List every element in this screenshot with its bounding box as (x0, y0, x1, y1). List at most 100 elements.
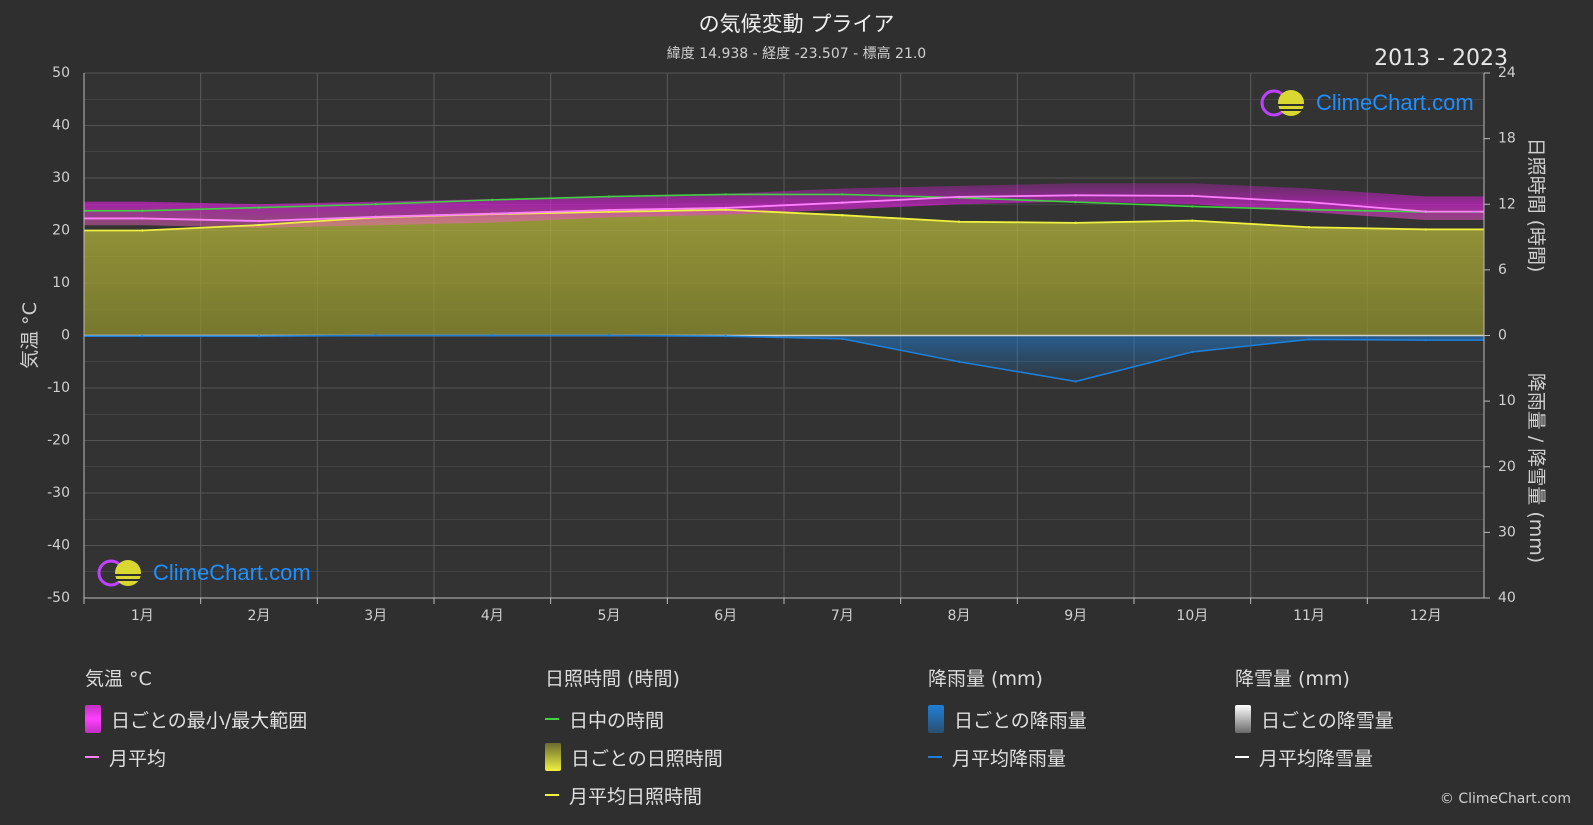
year-range: 2013 - 2023 (1374, 46, 1508, 71)
daylight-line-point (491, 198, 494, 202)
swatch (85, 705, 101, 733)
logo-top: ClimeChart.com (1258, 88, 1474, 118)
y-tick-label-left: -10 (47, 380, 70, 396)
x-tick-label: 2月 (248, 608, 271, 624)
x-tick-label: 5月 (598, 608, 621, 624)
legend-temperature: 気温 °C 日ごとの最小/最大範囲 月平均 (85, 664, 307, 776)
x-tick-label: 1月 (131, 608, 154, 624)
temperature-avg-line-point (1191, 194, 1194, 198)
y-tick-label-right: 0 (1498, 328, 1507, 344)
logo-bottom: ClimeChart.com (95, 558, 311, 588)
sunshine-avg-line-point (1424, 228, 1427, 231)
legend-item: 月平均降雨量 (928, 738, 1087, 776)
sunshine-avg-line-point (141, 229, 144, 232)
swatch (1235, 705, 1251, 733)
sunshine-area (84, 209, 1484, 336)
daylight-line-point (841, 193, 844, 196)
left-axis-title: 気温 °C (19, 302, 41, 369)
y-tick-label-left: -20 (47, 433, 70, 449)
legend-item: 日ごとの降雨量 (928, 700, 1087, 738)
temperature-avg-line-point (141, 217, 144, 220)
daylight-line-point (1191, 205, 1194, 208)
chart-subtitle: 緯度 14.938 - 経度 -23.507 - 標高 21.0 (666, 46, 927, 62)
temperature-avg-line-point (374, 215, 377, 219)
temperature-avg-line-point (1074, 194, 1077, 197)
y-tick-label-left: -50 (47, 590, 70, 606)
swatch (545, 718, 559, 720)
sunshine-avg-line-point (957, 220, 961, 223)
rain-avg-line-point (607, 334, 611, 337)
legend-heading: 気温 °C (85, 668, 152, 690)
rain-avg-line-point (1191, 350, 1194, 354)
daylight-line (84, 193, 1484, 213)
daylight-line-point (257, 206, 261, 209)
swatch (545, 743, 561, 771)
rain-area (84, 335, 1484, 382)
x-tick-label: 10月 (1176, 608, 1208, 624)
x-tick-label: 7月 (831, 608, 854, 624)
swatch (545, 794, 559, 796)
legend-sunshine: 日照時間 (時間) 日中の時間 日ごとの日照時間 月平均日照時間 (545, 664, 723, 814)
legend-label: 日中の時間 (569, 709, 665, 732)
legend-item: 月平均降雪量 (1235, 738, 1394, 776)
y-tick-label-right: 18 (1498, 131, 1516, 147)
rain-avg-line-point (257, 334, 261, 338)
legend-rain: 降雨量 (mm) 日ごとの降雨量 月平均降雨量 (928, 664, 1087, 776)
logo-icon (97, 559, 141, 587)
legend-item: 日ごとの最小/最大範囲 (85, 700, 307, 738)
sunshine-avg-line-point (607, 210, 611, 214)
daylight-line-point (724, 193, 727, 196)
swatch (928, 705, 944, 733)
legend-heading: 日照時間 (時間) (545, 668, 680, 690)
rain-avg-line-point (1307, 338, 1311, 341)
y-tick-label-right: 24 (1498, 65, 1516, 81)
legend-heading: 降雪量 (mm) (1235, 668, 1350, 690)
y-tick-label-left: 20 (52, 223, 70, 239)
temperature-avg-line-point (724, 206, 727, 210)
rain-avg-line-point (841, 337, 844, 340)
swatch (928, 756, 942, 758)
legend-item: 月平均日照時間 (545, 776, 723, 814)
x-tick-label: 4月 (481, 608, 504, 624)
rain-avg-line-point (1424, 338, 1427, 342)
legend-item: 月平均 (85, 738, 307, 776)
sunshine-avg-line (84, 208, 1484, 232)
sunshine-avg-line-point (841, 213, 844, 217)
legend-item: 日ごとの日照時間 (545, 738, 723, 776)
logo-icon (1260, 89, 1304, 117)
daylight-line-point (1074, 200, 1077, 204)
y-tick-label-left: -30 (47, 485, 70, 501)
rain-avg-line-point (957, 360, 961, 363)
temperature-avg-line-point (1307, 200, 1311, 204)
x-tick-label: 3月 (364, 608, 387, 624)
daylight-line-point (1307, 208, 1311, 211)
y-tick-label-right: 10 (1498, 393, 1516, 409)
y-tick-label-left: -40 (47, 538, 70, 554)
x-tick-label: 9月 (1064, 608, 1087, 624)
sunshine-avg-line-point (1191, 219, 1194, 222)
temperature-avg-line-point (257, 219, 261, 223)
y-tick-label-right: 6 (1498, 262, 1507, 278)
legend-label: 日ごとの最小/最大範囲 (111, 709, 308, 732)
x-tick-label: 11月 (1293, 608, 1325, 624)
rain-avg-line-point (374, 334, 377, 337)
logo-text: ClimeChart.com (153, 560, 311, 585)
temperature-avg-line-point (491, 212, 494, 215)
logo-text: ClimeChart.com (1316, 90, 1474, 115)
legend-label: 月平均降雨量 (952, 747, 1067, 770)
swatch (1235, 756, 1249, 758)
daylight-line-point (374, 203, 377, 206)
y-tick-label-left: 0 (61, 328, 70, 344)
right-axis-title-bottom: 降雨量 / 降雪量 (mm) (1525, 373, 1547, 563)
legend-item: 日中の時間 (545, 700, 723, 738)
legend-label: 日ごとの降雨量 (954, 709, 1087, 732)
x-tick-label: 8月 (948, 608, 971, 624)
daylight-line-point (607, 195, 611, 198)
legend-label: 月平均 (109, 747, 167, 770)
y-tick-label-left: 50 (52, 65, 70, 81)
legend-label: 月平均日照時間 (569, 785, 703, 808)
legend-item: 日ごとの降雪量 (1235, 700, 1394, 738)
legend: 気温 °C 日ごとの最小/最大範囲 月平均 日照時間 (時間) 日中の時間 日ご… (0, 664, 1593, 814)
temperature-avg-line-point (957, 195, 961, 199)
y-tick-label-left: 10 (52, 275, 70, 291)
